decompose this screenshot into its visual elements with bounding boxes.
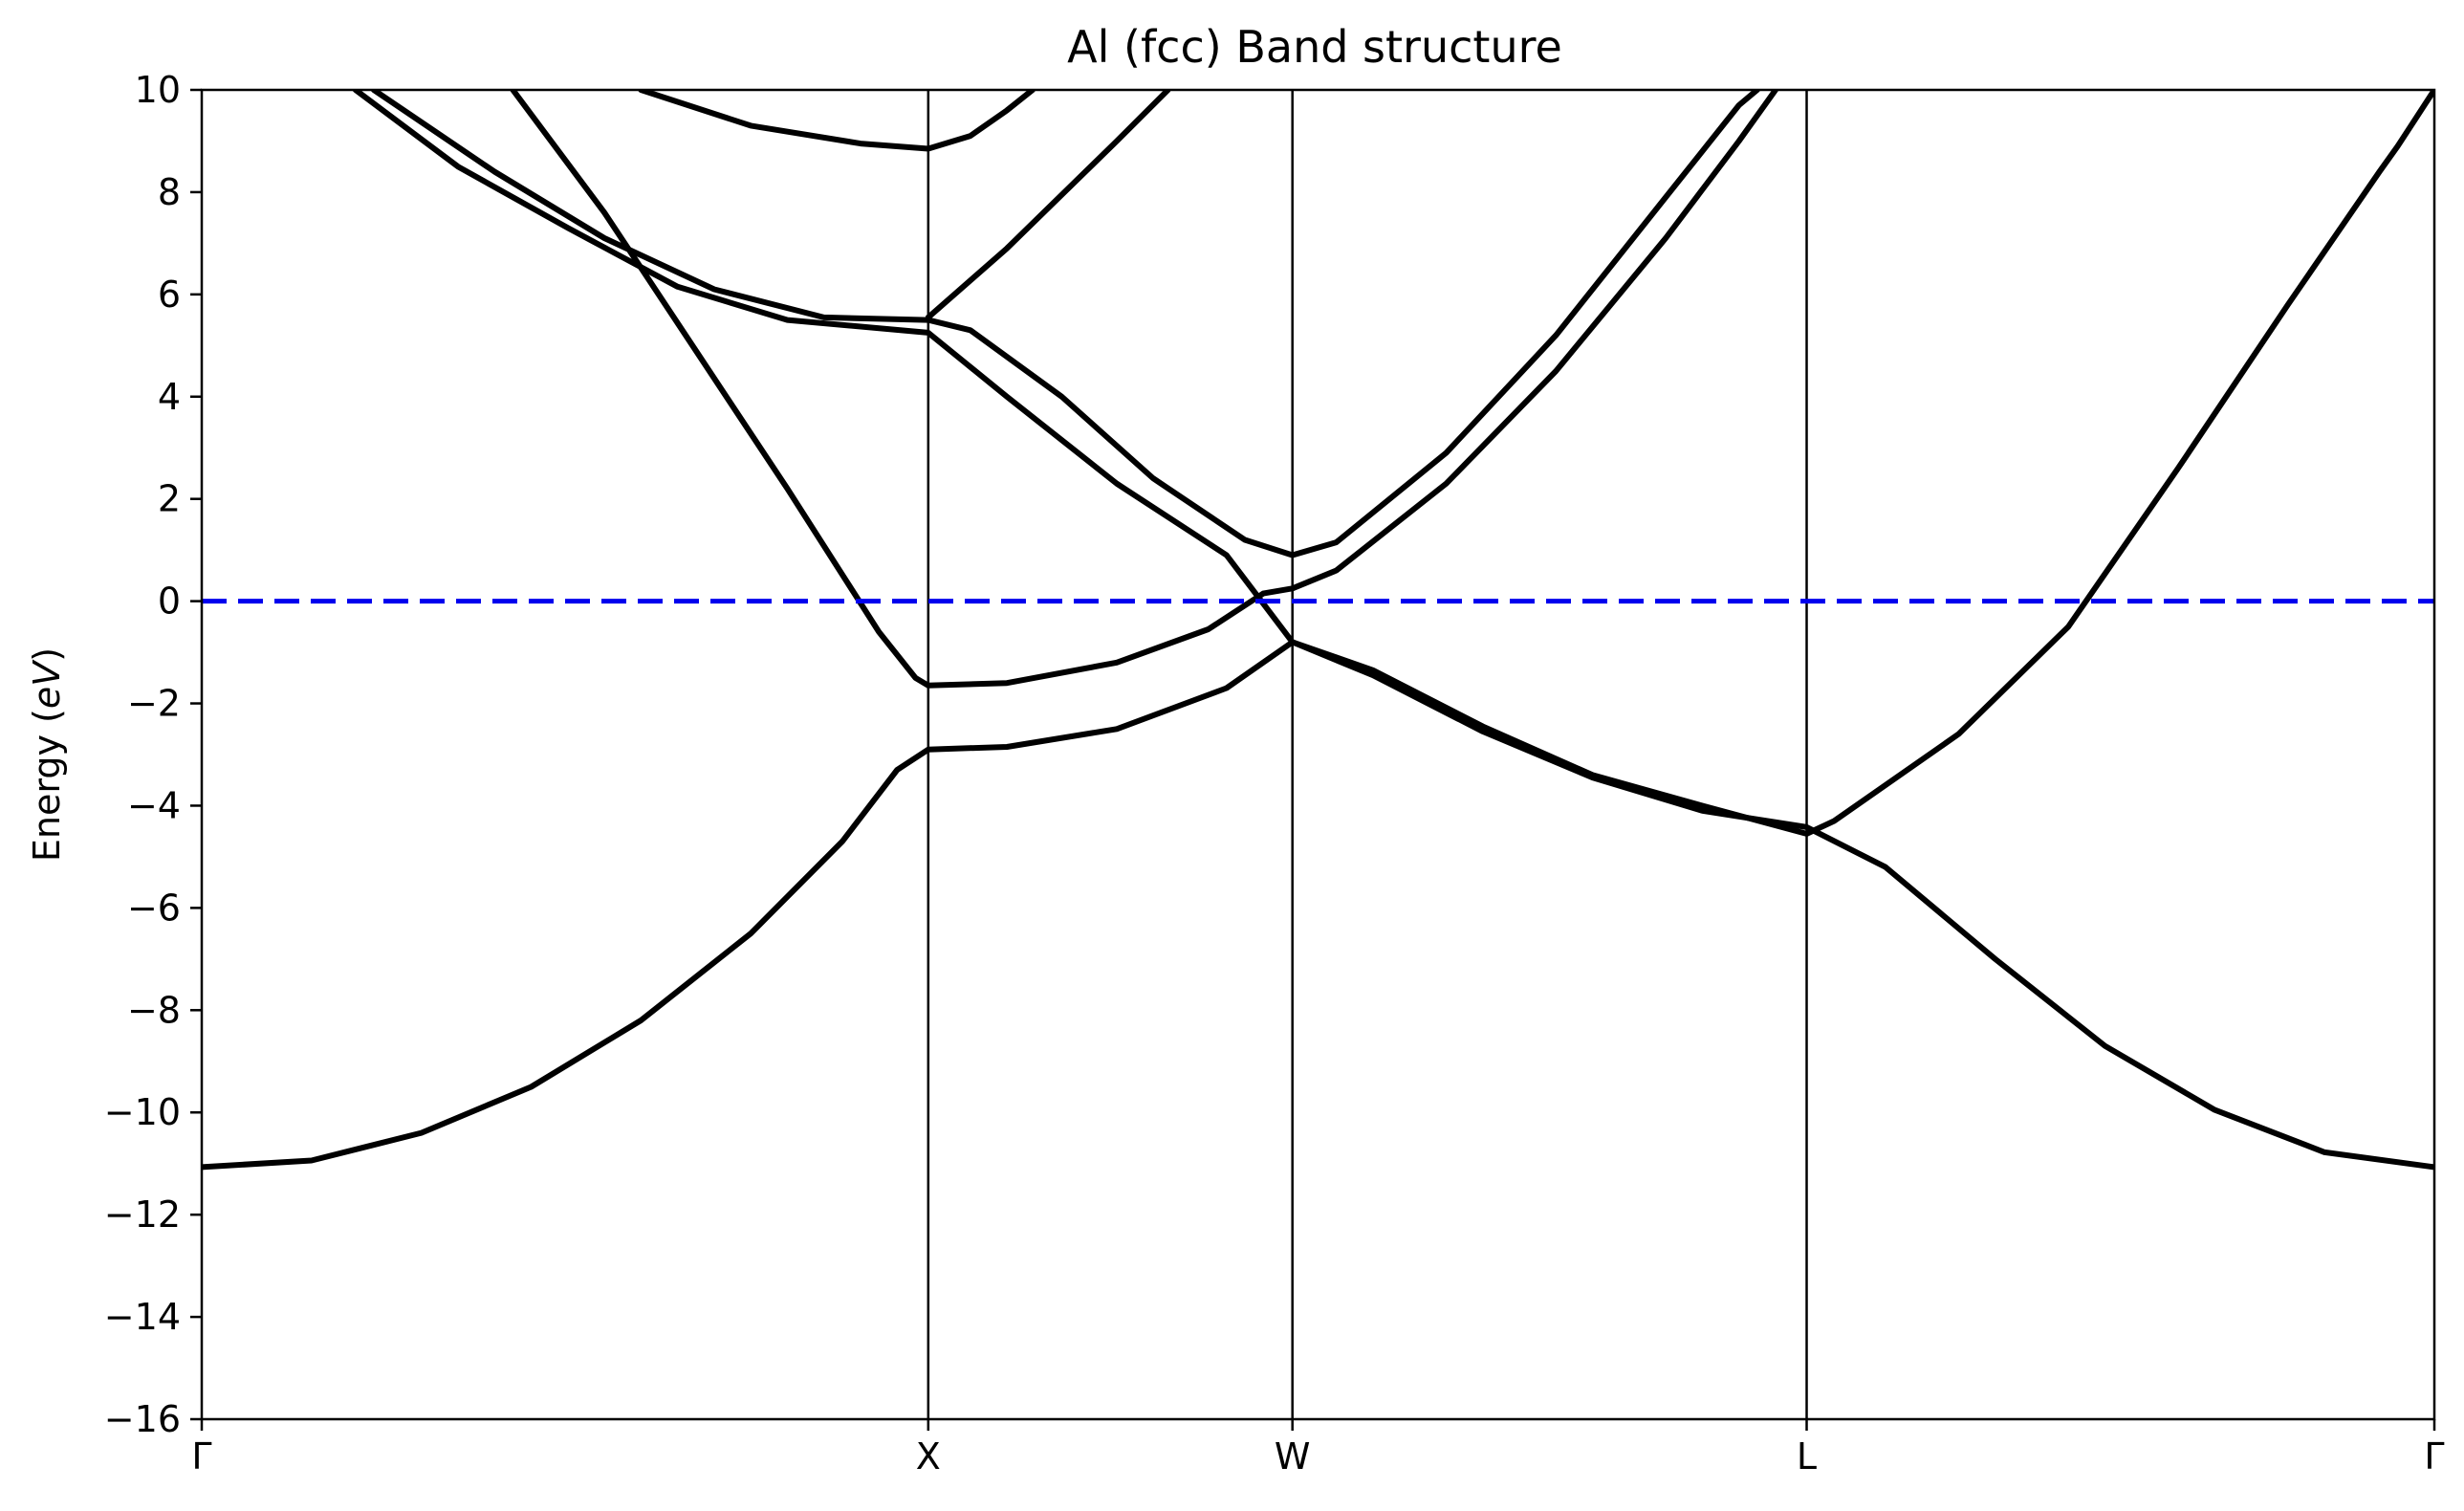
- x-tick-label: Γ: [2424, 1435, 2444, 1478]
- band-line-3: [370, 90, 1760, 558]
- y-tick-label: 0: [158, 580, 181, 623]
- chart-title: Al (fcc) Band structure: [1067, 21, 1562, 73]
- y-tick-label: 4: [158, 376, 181, 418]
- x-tick-label: Γ: [191, 1435, 211, 1478]
- band-series-group: [202, 90, 2434, 1171]
- y-axis-label-suffix: ): [26, 647, 68, 662]
- band-line-5: [638, 90, 1036, 152]
- high-symmetry-lines: [927, 90, 1808, 1419]
- y-axis-label-prefix: Energy (: [26, 709, 68, 862]
- y-tick-label: 10: [135, 69, 181, 111]
- y-tick-label: −4: [127, 784, 181, 826]
- band-line-1: [202, 639, 2434, 1171]
- y-tick-label: −6: [127, 887, 181, 929]
- y-tick-label: −14: [104, 1296, 181, 1338]
- y-tick-label: 2: [158, 478, 181, 520]
- band-line-2: [510, 90, 1778, 689]
- y-axis-label-unit: eV: [26, 659, 68, 709]
- y-tick-label: −16: [104, 1398, 181, 1440]
- plot-frame: [200, 88, 2436, 1421]
- y-axis-ticks: 10 8 6 4 2 0 −2 −4 −6 −8 −10 −12 −14 −16: [104, 69, 202, 1440]
- y-tick-label: −12: [104, 1193, 181, 1236]
- x-tick-label: L: [1797, 1435, 1817, 1478]
- y-tick-label: −10: [104, 1091, 181, 1133]
- y-tick-label: 6: [158, 274, 181, 316]
- y-tick-label: 8: [158, 171, 181, 213]
- y-tick-label: −8: [127, 989, 181, 1031]
- band-line-4: [352, 90, 2434, 837]
- y-tick-label: −2: [127, 683, 181, 725]
- x-tick-label: W: [1275, 1435, 1311, 1478]
- y-axis-label: Energy (eV): [26, 647, 68, 862]
- x-tick-label: X: [916, 1435, 941, 1478]
- band-line-6: [925, 90, 1171, 320]
